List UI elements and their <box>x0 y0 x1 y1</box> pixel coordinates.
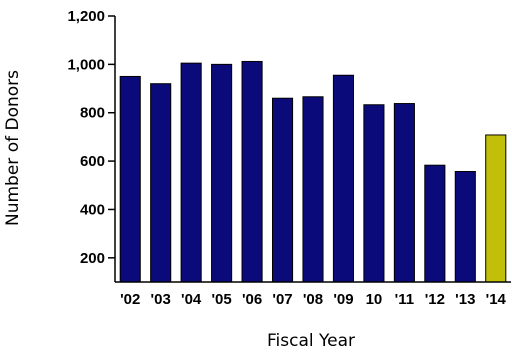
x-tick-label: '13 <box>455 291 475 308</box>
x-tick-label: '14 <box>486 291 507 308</box>
bars-group <box>119 60 507 283</box>
bar <box>485 134 507 283</box>
bar <box>454 170 476 283</box>
x-tick-label: '03 <box>151 291 171 308</box>
bar <box>180 62 202 283</box>
y-tick-label: 200 <box>80 250 105 267</box>
bar <box>424 164 446 283</box>
y-tick-label: 1,000 <box>67 56 105 73</box>
bar <box>363 104 385 283</box>
x-tick-label: 10 <box>366 291 383 308</box>
bar <box>332 74 355 283</box>
y-tick-label: 1,200 <box>67 8 105 25</box>
y-axis-title: Number of Donors <box>3 70 23 226</box>
y-tick-label: 800 <box>80 105 105 122</box>
x-tick-label: '08 <box>303 291 323 308</box>
x-tick-label: '11 <box>395 291 414 308</box>
x-axis: '02 '03 '04 '05 '06 '07 '08 '09 10 '11 '12 '13 '14 <box>115 281 511 308</box>
x-tick-label: '04 <box>181 291 202 308</box>
y-axis: 200 400 600 800 1,000 1,200 <box>67 8 116 282</box>
x-tick-label: '12 <box>425 291 445 308</box>
x-tick-label: '07 <box>272 291 292 308</box>
bar <box>271 97 294 283</box>
x-tick-label: '09 <box>333 291 353 308</box>
y-tick-label: 400 <box>80 201 105 218</box>
bar <box>241 60 263 283</box>
bar <box>119 75 141 283</box>
x-tick-label: '06 <box>242 291 262 308</box>
x-axis-title: Fiscal Year <box>267 331 355 351</box>
bar <box>302 96 324 283</box>
bar <box>393 103 415 283</box>
y-tick-label: 600 <box>80 153 105 170</box>
x-tick-label: '05 <box>211 291 231 308</box>
x-tick-label: '02 <box>120 291 140 308</box>
bar <box>150 83 172 283</box>
bar <box>211 63 233 283</box>
